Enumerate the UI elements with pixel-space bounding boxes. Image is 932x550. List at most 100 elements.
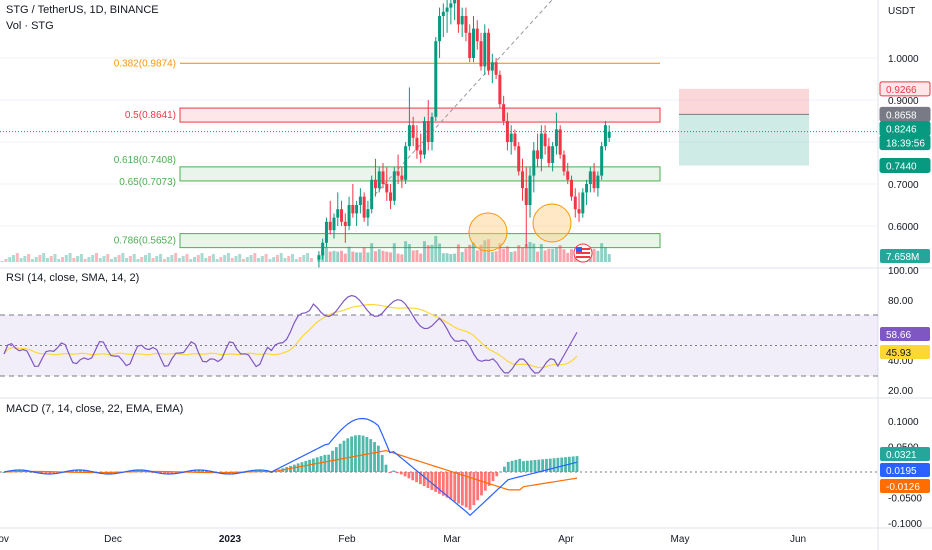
macd-pane (0, 417, 878, 517)
volume-bar (400, 254, 404, 262)
volume-bar (471, 242, 475, 262)
macd-hist-bar (350, 436, 354, 472)
candle-body (487, 32, 491, 71)
macd-hist-bar (438, 472, 441, 494)
macd-hist-bar (434, 472, 438, 492)
candle-body (328, 221, 332, 231)
macd-hist-bar (506, 461, 510, 472)
candle-body (456, 0, 460, 25)
macd-title[interactable]: MACD (7, 14, close, 22, EMA, EMA) (6, 403, 184, 415)
candle-body (366, 209, 370, 218)
macd-tick-label: 0.1000 (888, 417, 919, 428)
volume-bar (106, 254, 110, 262)
volume-bar (430, 244, 434, 262)
volume-indicator-label[interactable]: Vol · STG (6, 20, 54, 32)
us-flag-icon[interactable] (573, 243, 593, 263)
macd-hist-bar (457, 472, 460, 504)
volume-bar (302, 255, 306, 262)
macd-axis[interactable]: 0.10000.05000-0.0500-0.10000.03210.0195-… (880, 417, 930, 530)
candle-body (415, 137, 419, 151)
candle-body (585, 184, 589, 193)
macd-hist-bar (52, 472, 56, 475)
volume-bar (464, 248, 468, 262)
price-tick-label: 0.6000 (888, 222, 919, 233)
volume-bar (219, 257, 223, 262)
macd-hist-bar (510, 460, 514, 472)
trend-line[interactable] (369, 0, 553, 201)
candle-body (464, 16, 468, 33)
price-grid (0, 57, 878, 227)
volume-bar (27, 254, 31, 262)
candle-body (573, 196, 577, 210)
volume-bar (177, 258, 181, 262)
volume-bar (547, 248, 551, 262)
volume-bar (298, 257, 302, 262)
candle-body (373, 179, 377, 189)
volume-bar (490, 252, 494, 262)
macd-hist-bar (541, 459, 545, 472)
time-tick-label: Dec (104, 534, 122, 545)
volume-bar (174, 253, 178, 262)
candle-body (562, 154, 566, 172)
candle-body (596, 175, 600, 189)
candle-body (355, 205, 359, 214)
candle-body (554, 129, 558, 147)
volume-bar (562, 249, 566, 262)
volume-bar (76, 256, 80, 262)
volume-bar (385, 251, 389, 262)
macd-hist-bar (75, 469, 78, 472)
fib-label: 0.65(0.7073) (119, 177, 176, 188)
price-tick-label: 0.7000 (888, 180, 919, 191)
macd-hist-bar (166, 472, 170, 475)
macd-hist-bar (461, 472, 464, 506)
candle-body (396, 171, 400, 176)
candle-body (524, 188, 528, 205)
volume-bar (226, 253, 230, 262)
time-axis[interactable]: Nov Dec 2023 Feb Mar Apr May Jun (0, 534, 806, 545)
candle-body (381, 171, 385, 184)
price-axis[interactable]: USDT1.00000.90000.80000.70000.60000.9266… (879, 6, 931, 263)
volume-bar (381, 250, 385, 262)
macd-hist-bar (170, 472, 174, 475)
volume-bar (528, 242, 532, 262)
volume-bar (98, 258, 102, 262)
rsi-pane (0, 294, 878, 377)
price-badge (879, 135, 931, 151)
volume-bar (19, 258, 23, 262)
volume-bar (45, 258, 49, 262)
candle-body (392, 171, 396, 201)
macd-hist-bar (315, 457, 319, 472)
symbol-title[interactable]: STG / TetherUS, 1D, BINANCE (6, 4, 159, 16)
macd-hist-bar (392, 470, 396, 472)
volume-bar (366, 252, 370, 262)
macd-hist-bar (388, 472, 392, 473)
volume-bar (543, 250, 547, 262)
candle-body (400, 175, 404, 180)
candle-body (434, 41, 438, 117)
position-target-zone (679, 114, 809, 166)
time-tick-label: Nov (0, 534, 9, 545)
macd-badge-label: 0.0195 (886, 466, 917, 477)
volume-bar (211, 254, 215, 262)
volume-bar (479, 244, 483, 262)
candle-body (513, 133, 517, 147)
rsi-tick-label: 100.00 (888, 266, 919, 277)
support-circle-right[interactable] (532, 203, 572, 243)
volume-bar (294, 259, 298, 262)
macd-hist-bar (327, 454, 331, 472)
volume-bar (0, 261, 4, 262)
macd-hist-bar (445, 472, 449, 498)
price-pane-bg (0, 0, 878, 268)
position-tool[interactable] (679, 88, 809, 166)
rsi-title[interactable]: RSI (14, close, SMA, 14, 2) (6, 272, 140, 284)
macd-hist-bar (468, 472, 472, 510)
rsi-value-badge (880, 327, 930, 341)
candle-body (536, 150, 540, 159)
macd-hist-bar (361, 435, 365, 472)
volume-bar (328, 251, 332, 262)
volume-bar (460, 252, 464, 262)
macd-hist-bar (373, 442, 376, 472)
support-circle-left[interactable] (468, 212, 508, 252)
macd-hist-bar (151, 472, 155, 473)
